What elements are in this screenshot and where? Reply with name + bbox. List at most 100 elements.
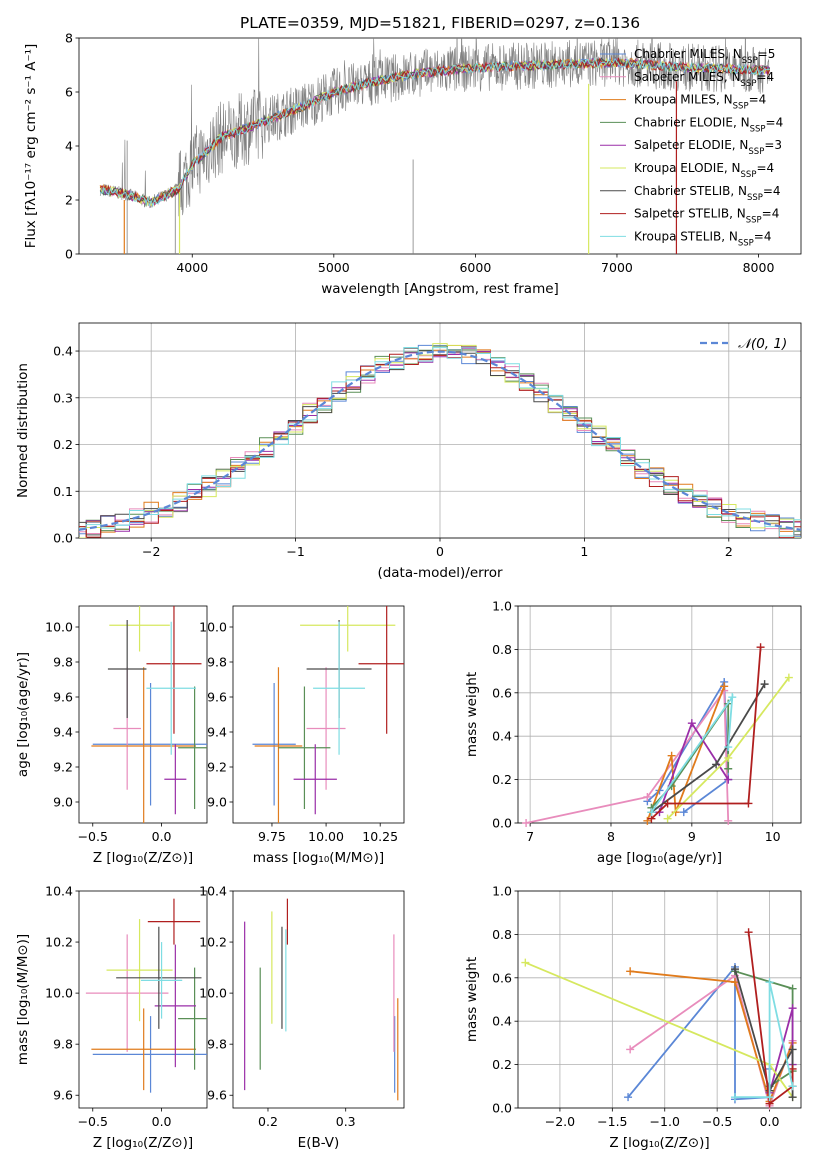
x-tick-label: −2.0 xyxy=(545,1114,575,1129)
y-axis-label: mass weight xyxy=(464,672,480,757)
x-tick-label: 10.00 xyxy=(308,829,344,844)
x-tick-label: 9.75 xyxy=(258,829,286,844)
y-tick-label: 10.4 xyxy=(45,884,73,899)
legend-count: =4 xyxy=(766,115,784,129)
weight-point xyxy=(788,1064,797,1073)
weight-point xyxy=(663,799,672,808)
x-tick-label: 0.0 xyxy=(152,829,172,844)
legend-entry: Kroupa ELODIE, NSSP=4 xyxy=(634,161,774,180)
weight-point xyxy=(730,965,739,974)
axes-frame xyxy=(517,605,802,824)
weight-point xyxy=(788,1004,797,1013)
normal-curve xyxy=(78,350,802,531)
y-tick-label: 9.6 xyxy=(207,1088,227,1103)
weight-line xyxy=(630,970,794,1105)
weight-point xyxy=(765,978,774,987)
x-tick-label: −0.5 xyxy=(78,1114,108,1129)
x-axis-label: age [log₁₀(age/yr)] xyxy=(597,850,722,866)
axes-frame xyxy=(78,322,802,539)
legend-subscript: SSP xyxy=(747,193,763,203)
weight-point xyxy=(626,967,635,976)
weight-point xyxy=(724,775,733,784)
axes-frame xyxy=(517,890,802,1109)
weight-point xyxy=(724,764,733,773)
y-tick-label: 9.0 xyxy=(207,795,227,810)
y-tick-label: 4 xyxy=(65,139,73,154)
y-tick-label: 0.8 xyxy=(492,927,512,942)
weight-point xyxy=(720,682,729,691)
weight-point xyxy=(788,1045,797,1054)
residual-histogram xyxy=(79,346,801,538)
weight-point xyxy=(522,819,531,827)
x-tick-label: 6000 xyxy=(459,260,491,275)
legend-count: =4 xyxy=(749,93,767,107)
y-tick-label: 1.0 xyxy=(492,599,512,614)
x-axis-label: wavelength [Angstrom, rest frame] xyxy=(321,281,559,297)
legend-entry: Salpeter STELIB, NSSP=4 xyxy=(634,207,779,226)
y-tick-label: 10.0 xyxy=(45,620,73,635)
legend-count: =4 xyxy=(756,161,774,175)
observed-spectrum xyxy=(99,38,770,219)
legend-count: =4 xyxy=(762,207,780,221)
y-tick-label: 0.2 xyxy=(492,1057,512,1072)
y-axis-label: age [log₁₀(age/yr)] xyxy=(15,652,31,777)
weight-point xyxy=(744,799,753,808)
residual-histogram xyxy=(79,346,801,537)
x-tick-label: 7 xyxy=(526,829,534,844)
weight-point xyxy=(784,673,793,682)
legend-entry: Chabrier STELIB, NSSP=4 xyxy=(634,184,781,203)
weight-point xyxy=(744,928,753,937)
axes-frame xyxy=(78,37,802,255)
y-axis-label: mass weight xyxy=(464,957,480,1042)
weight-point xyxy=(647,808,656,817)
legend-subscript: SSP xyxy=(750,124,766,134)
y-tick-label: 9.2 xyxy=(207,760,227,775)
x-tick-label: 0.0 xyxy=(760,1114,780,1129)
weight-point xyxy=(712,760,721,769)
x-tick-label: 9 xyxy=(688,829,696,844)
mass_vs_Z-axes: −0.5 0.0 9.6 9.8 10.0 10.2 10.4 Z [log₁₀(Z/Z⊙)]… xyxy=(15,884,208,1151)
spectrum-axes: 4000 5000 6000 7000 8000 0 2 4 6 8 wavelength [Ang… xyxy=(23,31,802,297)
age_vs_Z-axes: −0.5 0.0 9.0 9.2 9.4 9.6 9.8 10.0 Z [log₁₀(Z/Z⊙)… xyxy=(15,605,208,866)
x-tick-label: 0 xyxy=(436,544,444,559)
y-tick-label: 9.2 xyxy=(53,760,73,775)
y-tick-label: 9.8 xyxy=(53,1037,73,1052)
weight-point xyxy=(663,814,672,823)
weight-point xyxy=(760,680,769,689)
weight-point xyxy=(730,978,739,987)
weight-point xyxy=(724,816,733,825)
x-axis-label: mass [log₁₀(M/M⊙)] xyxy=(253,850,384,866)
x-tick-label: 10 xyxy=(765,829,781,844)
residual-histogram xyxy=(79,345,801,538)
legend-subscript: SSP xyxy=(741,170,757,180)
y-tick-label: 9.6 xyxy=(53,1088,73,1103)
age_vs_mass-axes: 9.75 10.00 10.25 9.0 9.2 9.4 9.6 9.8 10.0 mass [l… xyxy=(199,605,405,866)
axes-frame xyxy=(232,605,405,824)
x-tick-label: −1.0 xyxy=(650,1114,680,1129)
model-spectrum-line xyxy=(100,57,770,208)
x-tick-label: 2 xyxy=(725,544,733,559)
weight-point xyxy=(756,643,765,652)
x-axis-label: Z [log₁₀(Z/Z⊙)] xyxy=(93,1135,193,1151)
weight-line xyxy=(747,932,794,1106)
legend-entry: Kroupa STELIB, NSSP=4 xyxy=(634,229,772,248)
y-tick-label: 0.6 xyxy=(492,685,512,700)
weight-line xyxy=(650,647,762,820)
weight-line xyxy=(627,964,771,1101)
weight-point xyxy=(679,808,688,817)
weight-point xyxy=(765,1093,774,1102)
y-tick-label: 10.0 xyxy=(199,986,227,1001)
weight-point xyxy=(788,1093,797,1102)
legend-subscript: SSP xyxy=(748,147,764,157)
weight_vs_Z-axes: −2.0 −1.5 −1.0 −0.5 0.0 0.0 0.2 0.4 0.6 0.8 1.0 Z [… xyxy=(464,884,802,1151)
weight-point xyxy=(724,743,733,752)
weight-point xyxy=(521,958,530,967)
y-tick-label: 9.6 xyxy=(53,690,73,705)
legend-subscript: SSP xyxy=(741,79,757,89)
y-tick-label: 10.2 xyxy=(199,935,227,950)
y-tick-label: 0.8 xyxy=(492,642,512,657)
y-tick-label: 10.0 xyxy=(199,620,227,635)
y-axis-label: Flux [fλ10⁻¹⁷ erg cm⁻² s⁻¹ A⁻¹] xyxy=(23,44,39,249)
